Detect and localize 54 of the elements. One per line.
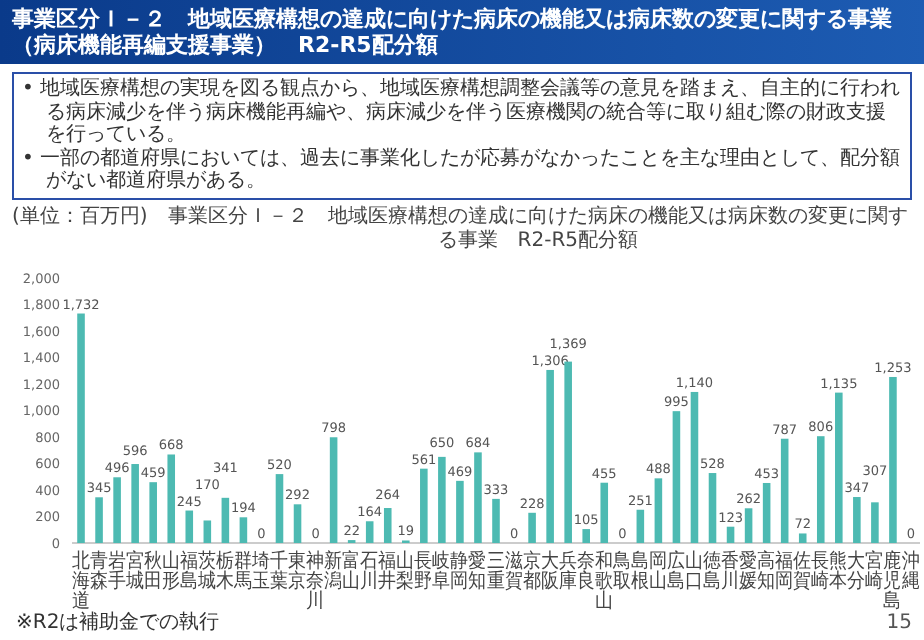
- annotation: 15: [886, 612, 912, 636]
- xtick: 石川: [360, 549, 380, 593]
- xtick: 和歌山: [594, 549, 614, 612]
- xtick: 三重: [486, 549, 506, 593]
- xtick: 栃木: [215, 549, 235, 593]
- annotation: • 地域医療構想の実現を図る観点から、地域医療構想調整会議等の意見を踏まえ、自主的に行われる病床減少を伴う病床機能再編や、病床減少を伴う医療機関の統合等に取り組む際の財政支援を行っている。: [22, 78, 902, 147]
- xtick: 奈良: [576, 549, 596, 593]
- xtick: 岐阜: [432, 549, 452, 593]
- xtick: 徳島: [703, 549, 722, 593]
- xtick: 東京: [288, 549, 307, 593]
- xtick: 愛媛: [739, 549, 759, 593]
- xtick: 香川: [721, 549, 740, 593]
- xtick: 鹿児島: [883, 549, 903, 612]
- xtick: 群馬: [233, 549, 253, 593]
- title: 事業区分Ｉ－２ 地域医療構想の達成に向けた病床の機能又は病床数の変更に関する事業（病床機能再編支援事業） R2-R5配分額: [0, 0, 924, 64]
- xtick: 佐賀: [793, 549, 813, 593]
- xtick: 神奈川: [306, 549, 326, 612]
- xtick: 福島: [179, 549, 199, 593]
- xtick: 千葉: [270, 549, 289, 593]
- xtick: 福岡: [775, 549, 795, 593]
- xtick: 山口: [685, 549, 704, 593]
- xtick: 山形: [161, 549, 181, 593]
- xtick: 長野: [414, 549, 434, 593]
- xtick: 宮崎: [865, 549, 885, 593]
- xtick: 北海道: [71, 549, 91, 612]
- xtick: 富山: [342, 549, 362, 593]
- xtick: 静岡: [450, 549, 470, 593]
- xtick: 埼玉: [252, 549, 271, 593]
- xtick: 大阪: [540, 549, 560, 593]
- xtick: 沖縄: [901, 549, 921, 593]
- xtick: 愛知: [468, 549, 488, 593]
- xtick: 広島: [666, 549, 686, 593]
- xtick: 茨城: [197, 549, 217, 593]
- xtick: 熊本: [829, 549, 849, 593]
- xtick: 秋田: [143, 549, 163, 593]
- subtitle: 事業区分Ｉ－２ 地域医療構想の達成に向けた病床の機能又は病床数の変更に関する事業 R2-R5配分額: [165, 205, 910, 253]
- annotation: • 一部の都道府県においては、過去に事業化したが応募がなかったことを主な理由として、配分額がない都道府県がある。: [22, 147, 902, 193]
- xtick: 兵庫: [558, 549, 578, 593]
- ylabel: (単位：百万円): [12, 205, 148, 229]
- xtick: 京都: [522, 549, 542, 593]
- xtick: 青森: [89, 549, 109, 593]
- xtick: 新潟: [324, 549, 344, 593]
- xtick: 宮城: [125, 549, 145, 593]
- xtick: 大分: [847, 549, 867, 593]
- xtick: 島根: [630, 549, 650, 593]
- xtick: 山梨: [396, 549, 416, 593]
- xtick: 長崎: [811, 549, 831, 593]
- xtick: 岡山: [648, 549, 668, 593]
- xtick: 岩手: [107, 549, 127, 593]
- xtick: 高知: [757, 549, 777, 593]
- xtick: 鳥取: [612, 549, 632, 593]
- xtick: 福井: [378, 549, 398, 593]
- annotation: ※R2は補助金での執行: [16, 612, 220, 636]
- xtick: 滋賀: [504, 549, 524, 593]
